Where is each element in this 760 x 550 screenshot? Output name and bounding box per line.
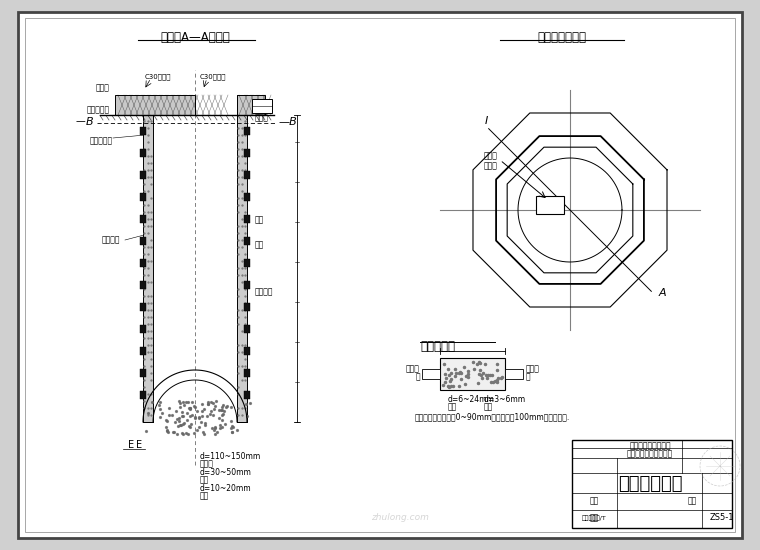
Text: 大口井平面视图: 大口井平面视图 <box>537 31 587 44</box>
Text: 观测管: 观测管 <box>484 151 498 160</box>
Text: d=6~24mm: d=6~24mm <box>448 395 495 404</box>
Text: d=3~6mm: d=3~6mm <box>484 395 526 404</box>
Bar <box>244 347 250 355</box>
Bar <box>115 95 195 115</box>
Text: d=30~50mm: d=30~50mm <box>200 468 252 477</box>
Text: E: E <box>136 440 142 450</box>
Bar <box>244 325 250 333</box>
Bar <box>143 95 153 422</box>
Text: 碎石: 碎石 <box>200 475 209 484</box>
Bar <box>505 369 523 379</box>
Text: 检人孔: 检人孔 <box>484 161 498 170</box>
Text: 细石: 细石 <box>200 491 209 500</box>
Bar <box>244 369 250 377</box>
Bar <box>244 259 250 267</box>
Text: ZS5-1: ZS5-1 <box>710 514 734 522</box>
Text: 刃脚: 刃脚 <box>255 216 264 224</box>
Bar <box>244 149 250 157</box>
Text: —B: —B <box>279 117 298 127</box>
Text: E: E <box>128 440 134 450</box>
Bar <box>140 237 146 245</box>
Bar <box>244 391 250 399</box>
Text: 下部嵌缝: 下部嵌缝 <box>255 288 274 296</box>
Text: 粘止板: 粘止板 <box>255 113 269 123</box>
Bar <box>140 149 146 157</box>
Text: 预埋管: 预埋管 <box>526 364 540 373</box>
Text: 大口井竣工图: 大口井竣工图 <box>618 475 682 493</box>
Text: A: A <box>658 288 666 299</box>
Text: 预制沉井: 预制沉井 <box>102 235 120 245</box>
Text: 大块石: 大块石 <box>200 459 214 468</box>
Text: 混凝土盖板: 混凝土盖板 <box>87 106 110 114</box>
Text: d=10~20mm: d=10~20mm <box>200 484 252 493</box>
Bar <box>140 347 146 355</box>
Bar <box>140 281 146 289</box>
Text: zhulong.com: zhulong.com <box>371 513 429 522</box>
Bar <box>572 440 732 528</box>
Bar <box>140 369 146 377</box>
Bar <box>252 99 272 113</box>
Bar <box>237 95 247 422</box>
Bar <box>140 259 146 267</box>
Bar <box>422 369 440 379</box>
Text: C30素混凝: C30素混凝 <box>145 74 172 80</box>
Text: 制图人签名/T: 制图人签名/T <box>581 515 606 521</box>
Text: 中砂: 中砂 <box>484 402 493 411</box>
Text: 某村供水工程供水工程: 某村供水工程供水工程 <box>627 449 673 459</box>
Bar <box>140 215 146 223</box>
Text: 注：过滤孔排列间距0~90mm，逐层间距100mm，孔径如上.: 注：过滤孔排列间距0~90mm，逐层间距100mm，孔径如上. <box>415 412 570 421</box>
Bar <box>140 391 146 399</box>
Bar <box>244 237 250 245</box>
Text: 卵石反滤层: 卵石反滤层 <box>90 136 113 146</box>
Text: 过滤孔详图: 过滤孔详图 <box>420 340 455 353</box>
Bar <box>440 358 505 390</box>
Bar <box>244 303 250 311</box>
Text: —: — <box>75 116 85 126</box>
Text: d=110~150mm: d=110~150mm <box>200 452 261 461</box>
Text: 层: 层 <box>416 372 420 381</box>
Text: 大口井A—A剖视图: 大口井A—A剖视图 <box>160 31 230 44</box>
Text: 某村供水工程竣工行: 某村供水工程竣工行 <box>629 442 671 450</box>
Bar <box>140 303 146 311</box>
Text: I: I <box>485 116 488 125</box>
Text: C30素混凝: C30素混凝 <box>200 74 226 80</box>
Text: 柱: 柱 <box>526 372 530 381</box>
Bar <box>536 196 564 214</box>
Bar <box>244 215 250 223</box>
Text: B: B <box>85 117 93 127</box>
Bar <box>140 171 146 179</box>
Text: 比例: 比例 <box>687 497 697 505</box>
Bar <box>244 281 250 289</box>
Bar <box>140 325 146 333</box>
Text: 校核: 校核 <box>589 514 599 522</box>
Bar <box>244 127 250 135</box>
Text: 砾料管: 砾料管 <box>406 364 420 373</box>
Text: 粘土塞: 粘土塞 <box>96 83 110 92</box>
Bar <box>244 171 250 179</box>
Bar <box>237 95 265 115</box>
Bar <box>244 193 250 201</box>
Text: 内模: 内模 <box>255 240 264 250</box>
Text: 粗砂: 粗砂 <box>448 402 458 411</box>
Bar <box>140 127 146 135</box>
Bar <box>140 193 146 201</box>
Text: 制图: 制图 <box>589 497 599 505</box>
